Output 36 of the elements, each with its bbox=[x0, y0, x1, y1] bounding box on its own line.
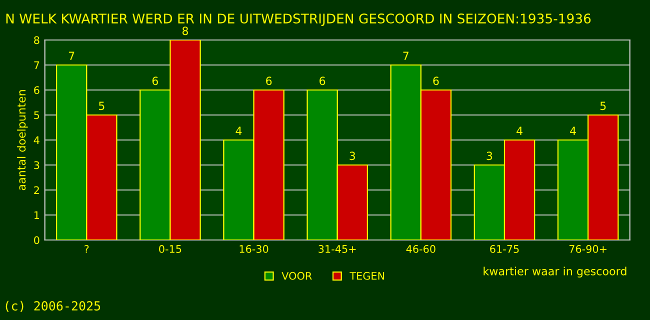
y-tick-label: 5 bbox=[34, 111, 40, 120]
data-label: 3 bbox=[350, 152, 356, 160]
x-tick-label: 76-90+ bbox=[569, 245, 606, 253]
x-tick-label: 31-45+ bbox=[318, 245, 356, 253]
legend-label: TEGEN bbox=[350, 272, 384, 280]
y-tick-label: 3 bbox=[34, 161, 40, 170]
data-label: 6 bbox=[152, 76, 158, 86]
y-tick-label: 2 bbox=[34, 186, 39, 194]
data-label: 5 bbox=[99, 102, 104, 110]
data-label: 4 bbox=[236, 126, 242, 135]
data-label: 6 bbox=[433, 76, 439, 86]
x-tick-label: 0-15 bbox=[159, 245, 182, 253]
x-tick-label: 46-60 bbox=[406, 245, 436, 253]
x-tick-label: 61-75 bbox=[490, 245, 519, 253]
data-label: 7 bbox=[403, 52, 408, 60]
y-tick-label: 6 bbox=[34, 86, 40, 94]
data-label: 7 bbox=[68, 52, 74, 60]
text: (c) 2006-2025 bbox=[6, 300, 100, 312]
y-tick-label: 1 bbox=[34, 211, 40, 219]
chart-title: N WELK KWARTIER WERD ER IN DE UITWEDSTRIJDEN GESCOORD IN SEIZOEN:1935-1936 bbox=[6, 14, 591, 26]
y-tick-label: 4 bbox=[34, 136, 40, 144]
data-label: 5 bbox=[600, 102, 606, 110]
x-tick-label: 16-30 bbox=[240, 245, 268, 253]
x-axis-title: kwartier waar in gescoord bbox=[484, 266, 626, 278]
x-tick-label: ? bbox=[84, 245, 89, 253]
data-label: 8 bbox=[182, 26, 188, 36]
y-tick-label: 7 bbox=[34, 61, 40, 69]
data-label: 4 bbox=[516, 126, 522, 135]
data-label: 4 bbox=[570, 126, 576, 135]
y-axis-title: aantal doelpunten bbox=[17, 90, 28, 190]
y-tick-label: 8 bbox=[34, 36, 40, 44]
legend-label: VOOR bbox=[282, 272, 312, 280]
data-label: 6 bbox=[320, 76, 326, 86]
data-label: 3 bbox=[486, 152, 492, 160]
y-tick-label: 0 bbox=[34, 236, 40, 244]
data-label: 6 bbox=[266, 76, 272, 86]
